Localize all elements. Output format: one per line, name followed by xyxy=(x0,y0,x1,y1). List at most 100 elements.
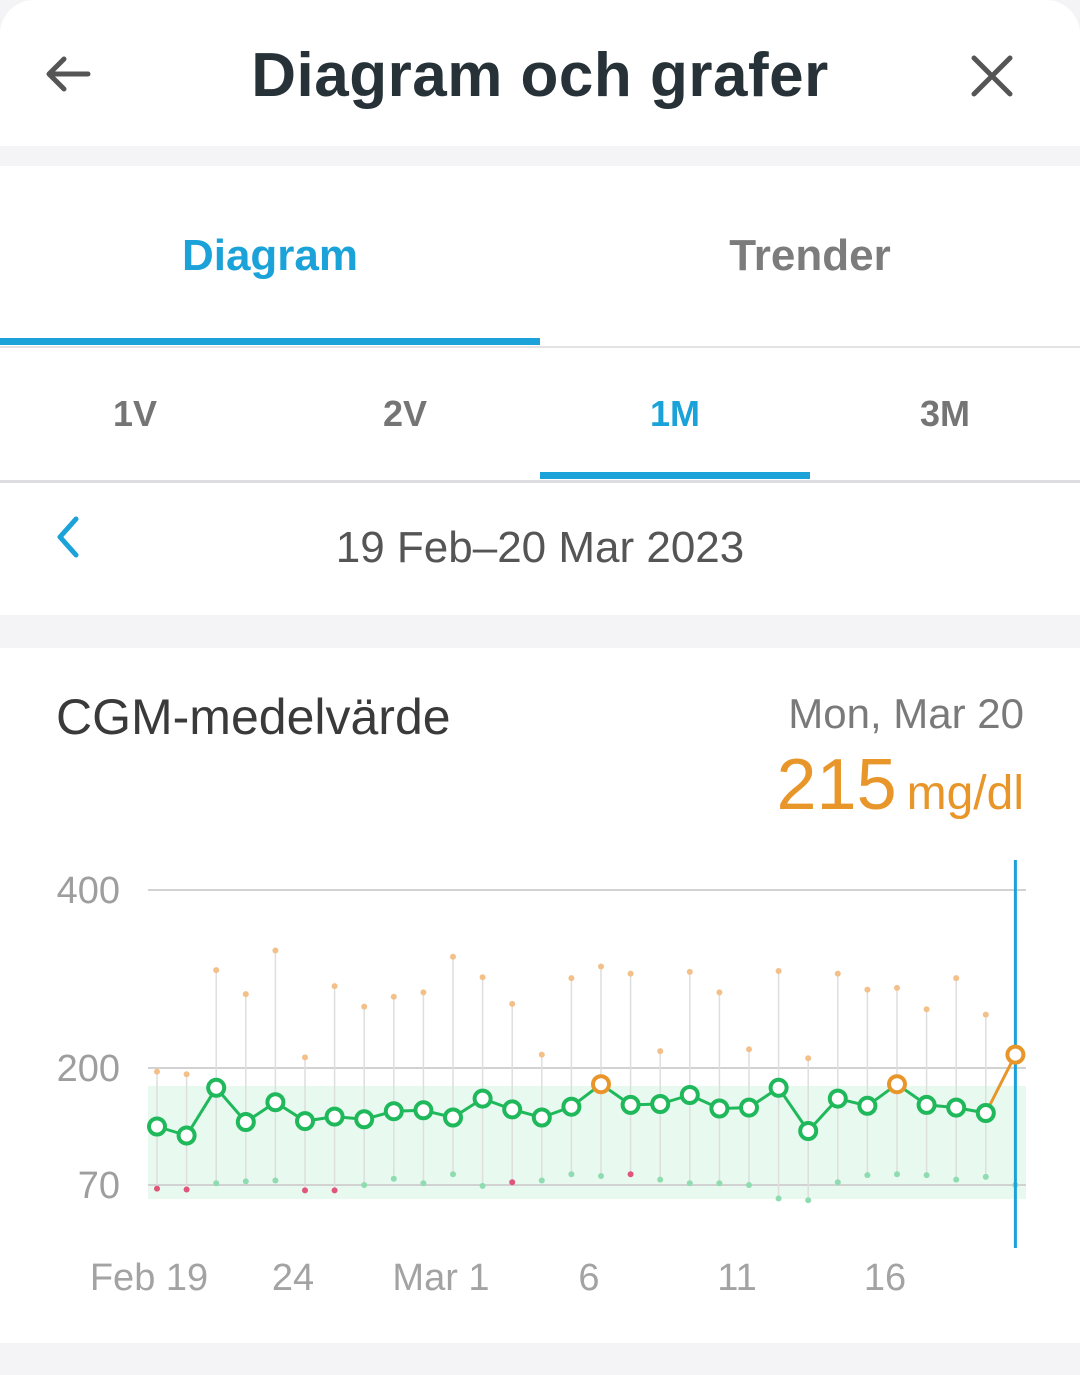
average-point xyxy=(443,1107,463,1128)
average-point xyxy=(591,1074,611,1095)
daily-max-dot xyxy=(538,1051,545,1058)
daily-min-dot xyxy=(834,1179,841,1186)
daily-min-dot xyxy=(154,1185,160,1192)
daily-max-dot xyxy=(479,974,486,981)
daily-min-dot xyxy=(213,1180,220,1187)
range-3m[interactable]: 3M xyxy=(919,393,970,434)
daily-max-dot xyxy=(864,986,871,993)
daily-min-dot xyxy=(479,1182,486,1189)
daily-min-dot xyxy=(450,1171,456,1178)
tab-trends[interactable]: Trender xyxy=(729,231,891,280)
average-point xyxy=(235,1112,256,1132)
daily-max-dot xyxy=(598,963,604,970)
daily-min-dot xyxy=(390,1175,397,1182)
daily-max-dot xyxy=(272,947,279,954)
daily-min-dot xyxy=(686,1180,693,1187)
chevron-left-icon[interactable] xyxy=(48,511,88,563)
daily-max-dot xyxy=(716,989,723,996)
daily-max-dot xyxy=(746,1046,752,1053)
daily-min-dot xyxy=(716,1180,723,1187)
daily-max-dot xyxy=(390,993,397,1000)
average-point xyxy=(472,1088,493,1109)
average-point xyxy=(354,1109,375,1130)
daily-min-dot xyxy=(746,1182,752,1188)
daily-min-dot xyxy=(923,1172,930,1179)
daily-max-dot xyxy=(923,1006,930,1013)
average-point xyxy=(295,1111,315,1132)
daily-min-dot xyxy=(627,1171,634,1178)
range-1v[interactable]: 1V xyxy=(112,393,158,434)
header: Diagram och grafer xyxy=(0,0,1080,146)
daily-max-dot xyxy=(805,1055,812,1062)
average-point xyxy=(531,1107,552,1128)
daily-max-dot xyxy=(982,1011,989,1018)
y-tick-label: 70 xyxy=(78,1165,120,1207)
daily-max-dot xyxy=(361,1003,368,1010)
average-point xyxy=(206,1077,227,1098)
cgm-average-card: 400 200 70 Feb 19 24 Mar 1 6 11 16 CGM-medelvärd… xyxy=(0,648,1080,1343)
average-point xyxy=(709,1098,730,1119)
daily-min-dot xyxy=(982,1173,989,1180)
daily-min-dot xyxy=(509,1179,516,1186)
daily-max-dot xyxy=(834,970,841,977)
daily-max-dot xyxy=(568,975,575,982)
daily-max-dot xyxy=(242,991,249,998)
average-point xyxy=(975,1103,996,1123)
daily-min-dot xyxy=(953,1176,960,1183)
daily-max-dot xyxy=(302,1054,308,1061)
close-icon[interactable] xyxy=(966,50,1018,102)
average-point xyxy=(324,1106,345,1127)
daily-min-dot xyxy=(775,1195,782,1202)
x-tick-label: Feb 19 xyxy=(90,1257,208,1299)
daily-max-dot xyxy=(450,953,456,960)
daily-min-dot xyxy=(894,1171,900,1178)
x-tick-label: Mar 1 xyxy=(392,1257,489,1299)
tab-diagram[interactable]: Diagram xyxy=(181,231,359,280)
active-tab-indicator xyxy=(0,338,540,345)
daily-min-dot xyxy=(242,1178,249,1185)
daily-min-dot xyxy=(331,1187,338,1194)
daily-min-dot xyxy=(568,1171,575,1178)
date-navigator: 19 Feb–20 Mar 2023 xyxy=(0,483,1080,615)
active-range-indicator xyxy=(540,472,810,479)
x-tick-label: 11 xyxy=(717,1257,756,1299)
page-title: Diagram och grafer xyxy=(251,41,829,110)
range-2v[interactable]: 2V xyxy=(382,393,428,434)
daily-max-dot xyxy=(686,968,693,975)
average-point xyxy=(827,1088,848,1109)
average-point xyxy=(916,1094,937,1115)
daily-min-dot xyxy=(864,1172,871,1179)
daily-max-dot xyxy=(894,984,900,991)
average-point xyxy=(502,1099,523,1120)
range-1m[interactable]: 1M xyxy=(649,393,700,434)
daily-min-dot xyxy=(420,1180,427,1187)
selected-value-number: 215 xyxy=(776,745,897,825)
daily-max-dot xyxy=(183,1071,190,1078)
average-point xyxy=(798,1121,819,1141)
average-point xyxy=(768,1077,789,1098)
average-point xyxy=(620,1094,641,1115)
cgm-average-chart[interactable]: 400 200 70 Feb 19 24 Mar 1 6 11 16 xyxy=(0,648,1080,1343)
target-range-band xyxy=(148,1086,1026,1199)
average-point xyxy=(857,1095,878,1116)
selected-value: 215 mg/dl xyxy=(776,744,1024,826)
selected-date: Mon, Mar 20 xyxy=(788,690,1024,737)
daily-min-dot xyxy=(805,1197,812,1204)
average-point xyxy=(265,1092,286,1113)
daily-max-dot xyxy=(953,975,960,982)
average-point xyxy=(147,1116,167,1137)
daily-min-dot xyxy=(272,1177,279,1184)
daily-min-dot xyxy=(183,1186,190,1193)
date-range-label: 19 Feb–20 Mar 2023 xyxy=(335,523,745,572)
average-point xyxy=(679,1085,700,1105)
average-point xyxy=(176,1125,197,1146)
arrow-left-icon[interactable] xyxy=(40,48,96,100)
daily-max-dot xyxy=(420,989,427,996)
average-point xyxy=(739,1097,759,1118)
daily-max-dot xyxy=(331,983,338,990)
daily-max-dot xyxy=(509,1000,516,1007)
y-tick-label: 400 xyxy=(57,870,120,912)
selected-value-unit: mg/dl xyxy=(906,767,1024,820)
x-tick-label: 16 xyxy=(864,1257,906,1299)
average-point xyxy=(383,1101,404,1122)
